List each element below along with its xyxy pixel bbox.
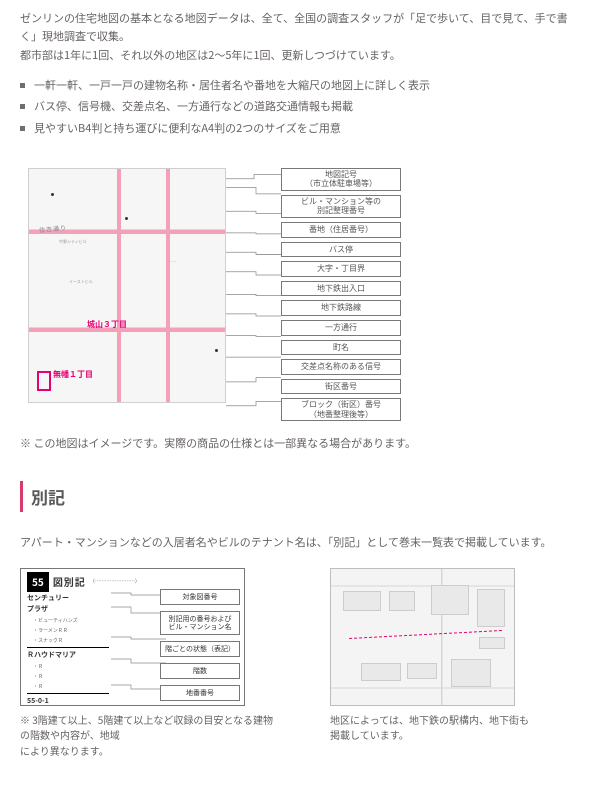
bekki-item-sub: ・ビューティハンズ — [27, 617, 109, 625]
feature-item: 一軒一軒、一戸一戸の建物名称・居住者名や番地を大縮尺の地図上に詳しく表示 — [20, 77, 581, 95]
station-shop-box — [451, 659, 491, 687]
map-callout-item: 番地（住居番号） — [281, 222, 401, 238]
bekki-figure-right — [330, 568, 515, 706]
bekki-left-note: ※ 3階建て以上、5階建て以上など収録の目安となる建物の階数や内容が、地域 によ… — [20, 712, 280, 759]
map-callout-item: ブロック（街区）番号 （地番整理後等） — [281, 398, 401, 421]
map-callout-item: 大字・丁目界 — [281, 261, 401, 277]
bekki-tag-item: 別記用の番号および ビル・マンション名 — [160, 611, 240, 635]
map-image-note: ※ この地図はイメージです。実際の商品の仕様とは一部異なる場合があります。 — [20, 435, 581, 453]
bekki-item-sub: ・Ｒ — [27, 673, 109, 681]
map-callout-item: 街区番号 — [281, 379, 401, 395]
map-chome-label: 城山３丁目 — [87, 319, 127, 332]
map-connector-lines — [226, 168, 281, 422]
map-callout-item: バス停 — [281, 242, 401, 258]
feature-item: 見やすいB4判と持ち運びに便利なA4判の2つのサイズをご用意 — [20, 120, 581, 138]
bekki-item-label: Ｒハウドマリア — [27, 650, 109, 661]
bekki-item-sub: ・Ｒ — [27, 663, 109, 671]
map-street-label: 住吉通り — [39, 222, 68, 234]
bekki-item-sub: ・ラーメンＲＲ — [27, 627, 109, 635]
bekki-lead: アパート・マンションなどの入居者名やビルのテナント名は、「別記」として巻末一覧表… — [20, 534, 581, 552]
divider-icon — [27, 647, 109, 648]
station-shop-box — [343, 591, 381, 611]
bekki-item-label: センチュリー プラザ — [27, 593, 109, 615]
map-callouts: 地図記号 （市立体駐車場等） ビル・マンション等の 別記整理番号番地（住居番号） バ… — [281, 168, 401, 422]
bekki-right-note: 地区によっては、地下鉄の駅構内、地下街も掲載しています。 — [330, 712, 530, 743]
station-shop-box — [477, 589, 505, 627]
bekki-connector-lines — [111, 589, 166, 699]
station-shop-box — [431, 585, 469, 615]
map-sample-image: 住吉通り 中野シティビル イーストビル ―― 城山３丁目 無幡１丁目 — [28, 168, 226, 403]
map-callout-item: 町名 — [281, 340, 401, 356]
map-explainer: 住吉通り 中野シティビル イーストビル ―― 城山３丁目 無幡１丁目 — [20, 160, 581, 430]
bekki-tag-item: 地番番号 — [160, 685, 240, 701]
station-shop-box — [407, 663, 437, 679]
section-heading-bekki: 別記 — [20, 481, 581, 512]
bekki-item-label: 55-0-1 — [27, 696, 109, 705]
map-callout-item: 地下鉄出入口 — [281, 281, 401, 297]
bekki-tag-item: 対象図番号 — [160, 589, 240, 605]
map-pink-box — [37, 371, 51, 391]
figure-left-items: センチュリー プラザ・ビューティハンズ・ラーメンＲＲ ・スナックＲ Ｒハウドマリア・… — [27, 593, 109, 706]
station-shop-box — [389, 591, 415, 611]
map-chome-label: 無幡１丁目 — [53, 369, 93, 382]
figure-subtitle: （……………………） — [90, 578, 140, 586]
map-bldg-label: イーストビル — [69, 279, 93, 285]
map-bldg-label: 中野シティビル — [59, 239, 87, 245]
intro-line-1: ゼンリンの住宅地図の基本となる地図データは、全て、全国の調査スタッフが「足で歩い… — [20, 10, 581, 45]
map-callout-item: 地下鉄路線 — [281, 300, 401, 316]
divider-icon — [27, 693, 109, 694]
bekki-item-sub: ・スナックＲ — [27, 637, 109, 645]
station-shop-box — [479, 637, 505, 649]
station-shop-box — [361, 663, 401, 681]
figure-left-tags: 対象図番号別記用の番号および ビル・マンション名階ごとの状態（表記） 階数地番番号 — [160, 589, 240, 701]
map-pin-icon — [125, 217, 128, 220]
figure-number-badge: 55 — [27, 572, 49, 592]
feature-item: バス停、信号機、交差点名、一方通行などの道路交通情報も掲載 — [20, 98, 581, 116]
map-callout-item: 一方通行 — [281, 320, 401, 336]
map-pin-icon — [215, 349, 218, 352]
map-callout-item: 地図記号 （市立体駐車場等） — [281, 168, 401, 191]
bekki-item-sub: ・Ｒ — [27, 683, 109, 691]
intro-line-2: 都市部は1年に1回、それ以外の地区は2～5年に1回、更新しつづけています。 — [20, 47, 581, 65]
bekki-tag-item: 階ごとの状態（表記） — [160, 641, 240, 657]
figure-title: 図別記 — [53, 574, 86, 590]
map-callout-item: 交差点名称のある信号 — [281, 359, 401, 375]
feature-list: 一軒一軒、一戸一戸の建物名称・居住者名や番地を大縮尺の地図上に詳しく表示 バス停… — [20, 77, 581, 138]
bekki-tag-item: 階数 — [160, 663, 240, 679]
bekki-figure-left: 55 図別記 （……………………） センチュリー プラザ・ビューティハンズ・ラー… — [20, 568, 245, 706]
map-bldg-label: ―― — [169, 259, 177, 265]
map-pin-icon — [51, 193, 54, 196]
map-callout-item: ビル・マンション等の 別記整理番号 — [281, 195, 401, 218]
